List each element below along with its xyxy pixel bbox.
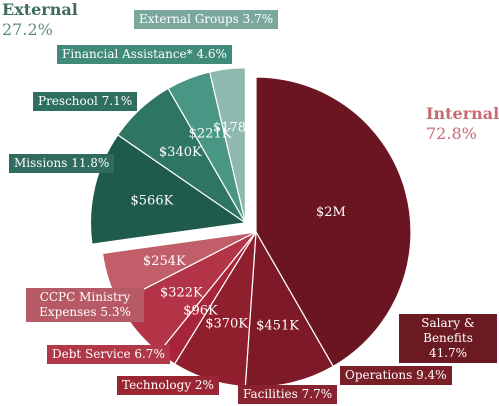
amount-label-financial-assistance: $221K [189, 126, 232, 141]
amount-label-technology: $96K [183, 303, 218, 318]
pie-amount-labels: $2M $451K $370K$96K $322K $254K $566K $340K $22… [131, 120, 346, 333]
slice-salary-benefits [255, 76, 412, 368]
amount-label-preschool: $340K [159, 145, 202, 160]
internal-group-title: Internal [426, 104, 499, 123]
tag-financial-assistance: Financial Assistance* 4.6% [57, 45, 232, 64]
tag-facilities: Facilities 7.7% [238, 385, 338, 404]
pie-slices [89, 67, 412, 388]
tag-ccpc-ministry-expenses: CCPC Ministry Expenses 5.3% [26, 288, 144, 322]
slice-missions [89, 134, 248, 245]
external-group-value: 27.2% [2, 20, 53, 39]
external-group-title: External [2, 0, 78, 19]
slice-external-groups [209, 67, 247, 223]
tag-missions: Missions 11.8% [9, 154, 115, 173]
tag-debt-service: Debt Service 6.7% [47, 345, 170, 364]
amount-label-operations: $451K [256, 319, 299, 334]
internal-group-value: 72.8% [426, 124, 477, 143]
amount-label-external-groups: $178K [213, 120, 256, 135]
amount-label-facilities: $370K [205, 316, 248, 331]
amount-label-ccpc-ministry-expenses: $254K [143, 254, 186, 269]
tag-operations: Operations 9.4% [340, 366, 452, 385]
tag-technology: Technology 2% [117, 376, 219, 395]
amount-label-debt-service: $322K [160, 286, 203, 301]
tag-external-groups: External Groups 3.7% [134, 10, 279, 29]
amount-label-salary-benefits: $2M [316, 205, 346, 220]
tag-salary-benefits: Salary & Benefits 41.7% [399, 314, 497, 363]
tag-preschool: Preschool 7.1% [33, 92, 138, 111]
amount-label-missions: $566K [131, 194, 174, 209]
